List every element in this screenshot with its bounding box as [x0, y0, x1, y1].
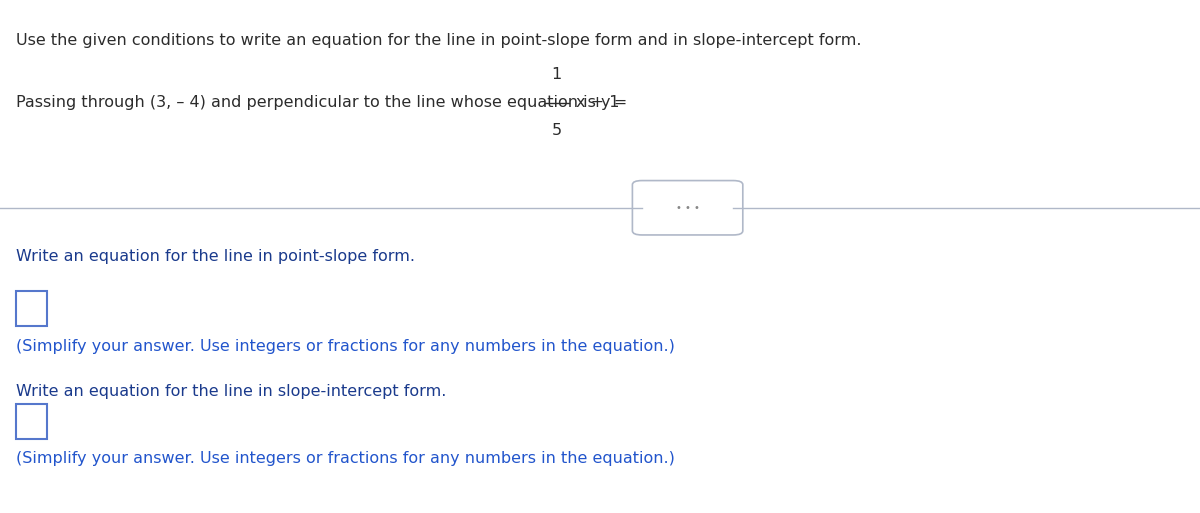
Text: 1: 1 — [552, 67, 562, 82]
FancyBboxPatch shape — [632, 181, 743, 235]
FancyBboxPatch shape — [16, 291, 47, 326]
Text: 5: 5 — [552, 123, 562, 139]
Text: Passing through (3, – 4) and perpendicular to the line whose equation is y =: Passing through (3, – 4) and perpendicul… — [16, 95, 630, 110]
Text: • • •: • • • — [676, 203, 700, 213]
Text: Write an equation for the line in slope-intercept form.: Write an equation for the line in slope-… — [16, 384, 446, 399]
Text: (Simplify your answer. Use integers or fractions for any numbers in the equation: (Simplify your answer. Use integers or f… — [16, 339, 674, 353]
Text: Write an equation for the line in point-slope form.: Write an equation for the line in point-… — [16, 249, 415, 264]
Text: Use the given conditions to write an equation for the line in point-slope form a: Use the given conditions to write an equ… — [16, 33, 862, 48]
Text: (Simplify your answer. Use integers or fractions for any numbers in the equation: (Simplify your answer. Use integers or f… — [16, 451, 674, 466]
Text: x + 1: x + 1 — [576, 95, 619, 110]
FancyBboxPatch shape — [16, 404, 47, 439]
